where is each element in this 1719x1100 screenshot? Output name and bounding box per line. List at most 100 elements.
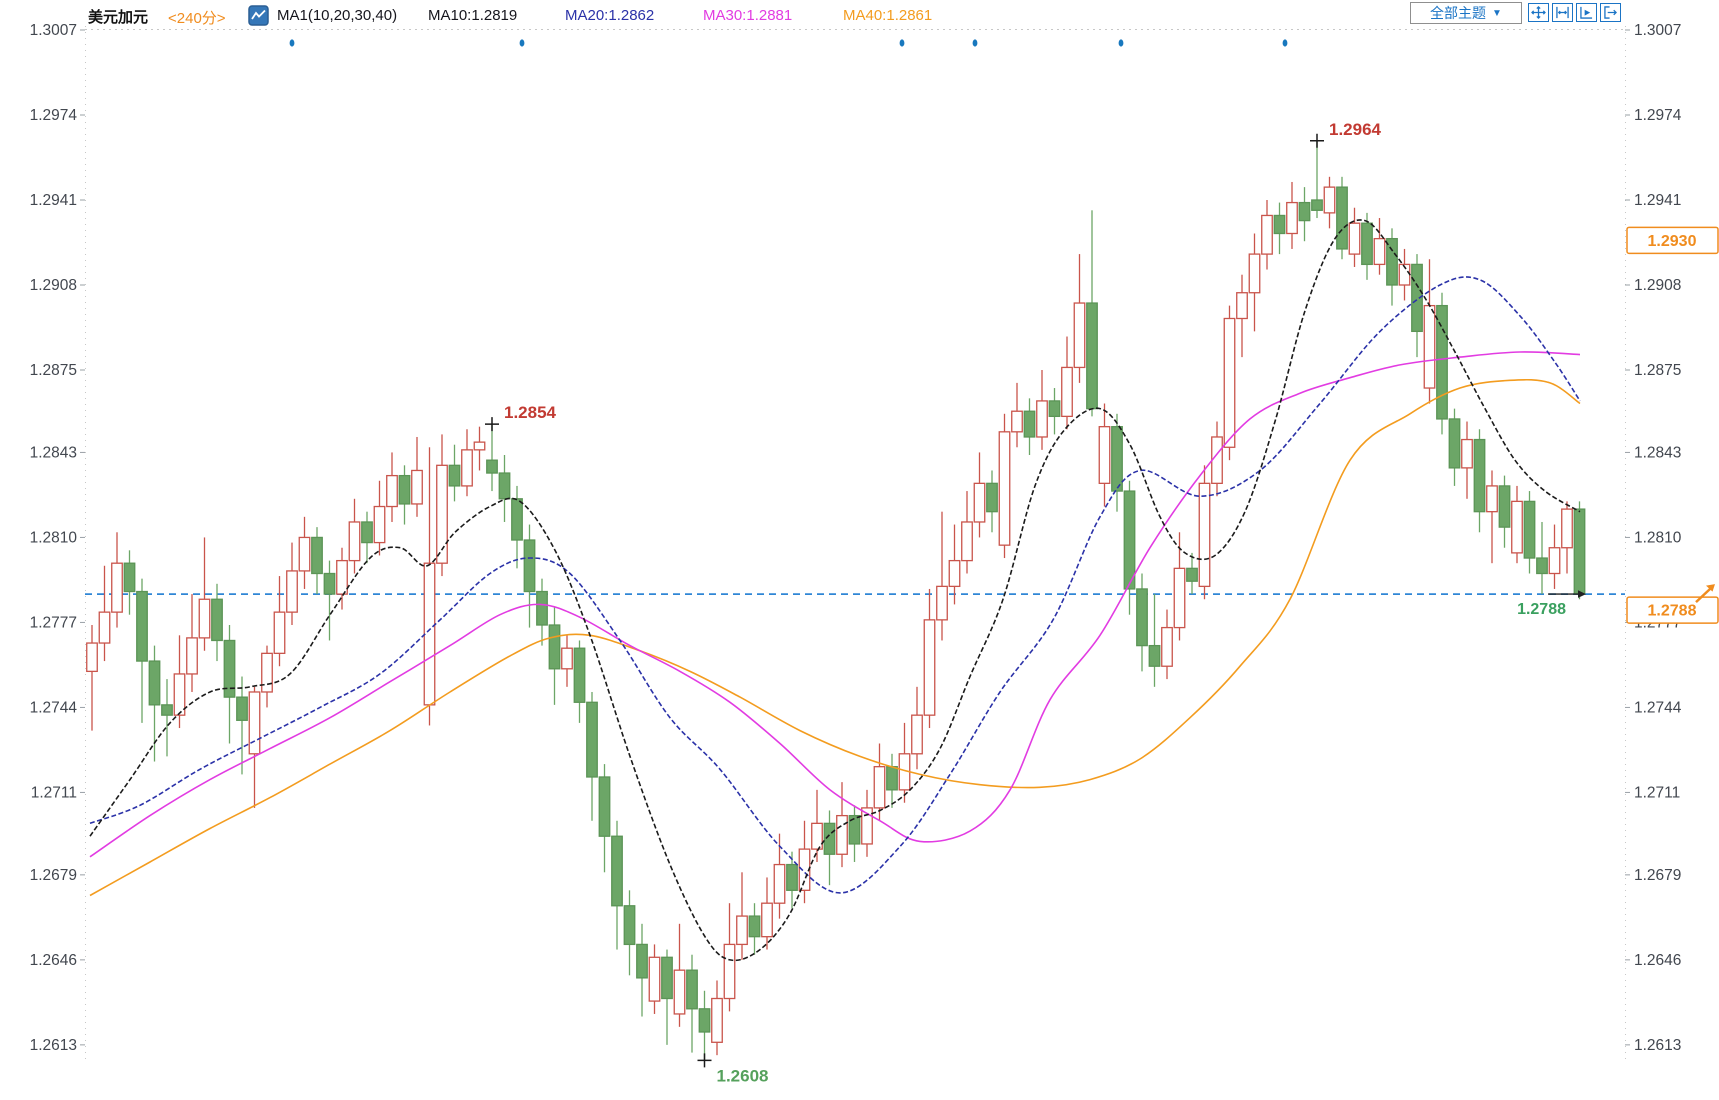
candle (1486, 470, 1498, 564)
high-price-label: 1.2964 (1329, 120, 1382, 139)
candle (961, 491, 973, 574)
candle (1386, 228, 1398, 306)
candle (1111, 413, 1123, 512)
candle (1148, 594, 1161, 687)
y-axis-label-right: 1.2679 (1634, 867, 1681, 884)
candle (848, 805, 861, 862)
interval-label: <240分> (168, 10, 226, 27)
candle (1223, 305, 1236, 461)
candle (923, 588, 936, 729)
auto-scroll-icon (1580, 6, 1593, 19)
export-icon (1604, 6, 1617, 19)
candle (1573, 501, 1586, 600)
candle (1536, 521, 1548, 595)
y-axis-label-right: 1.2613 (1634, 1037, 1681, 1054)
candle (261, 645, 273, 708)
candle (1498, 475, 1511, 548)
candle (573, 640, 586, 723)
candle (861, 789, 873, 857)
session-dot (1282, 39, 1288, 47)
price-badge (1626, 596, 1719, 624)
candles-layer (86, 140, 1586, 1061)
session-dot (519, 39, 525, 47)
auto-scroll-button[interactable] (1576, 3, 1597, 22)
extreme-cross-marker (697, 1053, 712, 1068)
candle (1436, 292, 1448, 435)
candle (623, 890, 636, 976)
extreme-cross-marker (1310, 133, 1324, 148)
axis-badges-layer: 1.2930 1.2788 (1626, 226, 1719, 624)
candle (1461, 421, 1473, 499)
candle (1398, 248, 1411, 301)
candle (636, 923, 648, 1017)
grid-layer (85, 26, 1626, 1062)
y-axis-label-right: 1.2908 (1634, 277, 1681, 294)
candle (1323, 176, 1336, 229)
candle (973, 452, 986, 538)
candle (486, 424, 498, 492)
chevron-down-icon: ▼ (1492, 7, 1502, 19)
pan-button[interactable] (1528, 3, 1549, 22)
candle (1086, 210, 1098, 417)
candle (611, 820, 623, 950)
candle (1236, 274, 1248, 358)
y-axis-label-right: 1.2744 (1634, 699, 1682, 716)
y-axis-label-right: 1.2843 (1634, 444, 1681, 461)
candle (1311, 140, 1323, 219)
candle (761, 877, 773, 950)
candle (986, 470, 998, 533)
candle (836, 782, 848, 868)
chart-header: 美元加元 <240分> MA1(10,20,30,40) MA10:1.2819… (0, 0, 1719, 30)
axis-right: 1.3007 1.2974 1.2941 1.2908 1.2875 1.2843 1.28… (1625, 22, 1682, 1054)
candle (1411, 254, 1423, 358)
high-price-label: 1.2854 (504, 403, 557, 422)
candle (111, 532, 123, 628)
candle (1336, 176, 1348, 260)
candle (398, 465, 411, 525)
ma-line-ma40 (89, 378, 1581, 897)
candle (323, 560, 336, 641)
y-axis-label-right: 1.3007 (1634, 22, 1681, 39)
candle (423, 447, 436, 726)
fit-x-axis-button[interactable] (1552, 3, 1573, 22)
extreme-cross-marker (485, 417, 499, 432)
candle (173, 635, 186, 729)
candle (373, 480, 386, 556)
theme-dropdown-button[interactable]: 全部主题 ▼ (1410, 2, 1522, 24)
candle (273, 576, 286, 667)
candle (211, 583, 223, 662)
candle (248, 686, 261, 808)
candle (948, 524, 961, 605)
ma-group-label: MA1(10,20,30,40) (277, 7, 398, 24)
candle (1523, 491, 1536, 574)
annotations-layer: 1.2854 1.2964 1.2608 1.2788 (485, 120, 1586, 1085)
candle (1123, 480, 1136, 615)
candle (198, 537, 211, 651)
candle (786, 851, 798, 909)
chart-toolbar (1528, 3, 1621, 22)
candle (123, 550, 136, 615)
y-axis-label-left: 1.2875 (30, 362, 77, 379)
symbol-title: 美元加元 (88, 9, 149, 26)
ma40-legend: MA40:1.2861 (843, 7, 933, 24)
y-axis-label-left: 1.3007 (30, 22, 77, 39)
candle (1098, 403, 1111, 507)
candle (348, 498, 361, 574)
candle (186, 594, 198, 692)
candle (298, 516, 311, 589)
y-axis-label-left: 1.2941 (30, 192, 77, 209)
price-badge-value: 1.2788 (1648, 603, 1697, 620)
candle (1273, 202, 1286, 255)
export-button[interactable] (1600, 3, 1621, 22)
candle (1136, 573, 1148, 672)
candle (773, 833, 786, 919)
y-axis-label-left: 1.2711 (31, 784, 77, 801)
candle (1036, 370, 1048, 450)
candle (473, 426, 486, 471)
candle (548, 606, 561, 705)
candle (498, 455, 511, 522)
candle (1186, 552, 1198, 595)
candle (161, 679, 173, 757)
session-dot (972, 39, 978, 47)
